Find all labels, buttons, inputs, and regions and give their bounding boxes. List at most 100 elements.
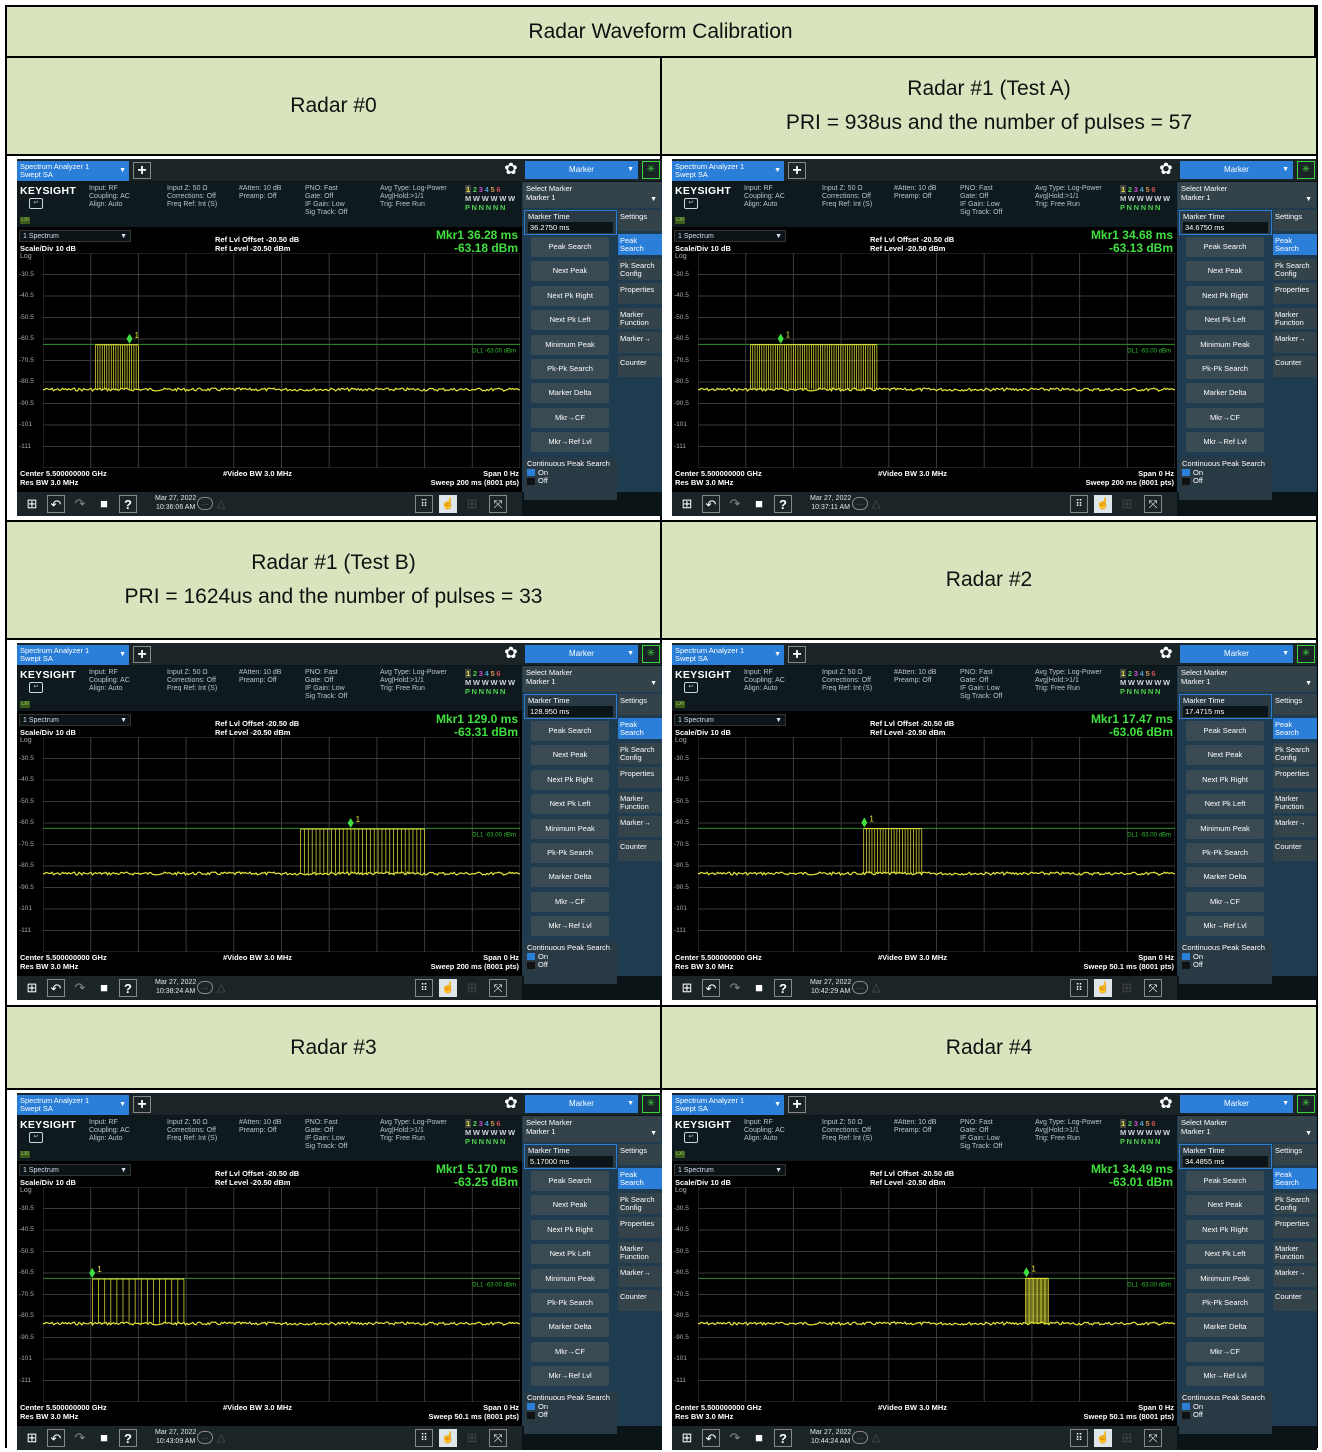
menu-button-peak-search[interactable]: Peak Search (531, 1171, 609, 1191)
windows-icon[interactable]: ⊞ (26, 496, 38, 511)
fullscreen-icon[interactable]: ⤧ (489, 979, 507, 997)
multi-window-icon[interactable]: ⊞ (1121, 1430, 1133, 1445)
input-settings[interactable]: Input: RF Coupling: AC Align: Auto (89, 185, 130, 209)
tab-properties[interactable]: Properties (1273, 767, 1317, 789)
sweep-settings[interactable]: PNO: Fast Gate: Off IF Gain: Low Sig Tra… (305, 185, 347, 217)
gear-icon[interactable]: ✿ (504, 645, 518, 662)
undo-icon[interactable]: ↶ (47, 979, 65, 997)
tab-settings[interactable]: Settings (618, 1144, 662, 1165)
fullscreen-icon[interactable]: ⤧ (489, 495, 507, 513)
mode-menu-button[interactable]: Marker ▼ (525, 645, 638, 663)
continuous-peak-search[interactable]: Continuous Peak Search On Off (524, 1392, 617, 1434)
return-icon[interactable]: ↩ (29, 682, 43, 693)
menu-button-marker-delta[interactable]: Marker Delta (1186, 1317, 1264, 1338)
add-screen-button[interactable]: + (133, 162, 151, 179)
tab-marker-[interactable]: Marker→ (618, 816, 662, 837)
tab-settings[interactable]: Settings (618, 210, 662, 231)
menu-button-mkr-ref-lvl[interactable]: Mkr→Ref Lvl (1186, 432, 1264, 453)
spectrum-display[interactable]: -30.5 -40.5 -50.5 -60.5 -70.5 -80.5 -90.5 -101 -… (672, 227, 1177, 492)
trace-indicator[interactable]: 1 2 3 4 5 6 M W W W W W P N N N N N (465, 669, 522, 696)
marker-time-field[interactable]: Marker Time 34.6750 ms (1179, 210, 1272, 235)
trace-settings[interactable]: Avg Type: Log-Power Avg|Hold:>1/1 Trig: … (1035, 1119, 1102, 1143)
menu-button-pk-pk-search[interactable]: Pk-Pk Search (531, 359, 609, 379)
cps-off-option[interactable]: Off (527, 960, 614, 970)
tab-counter[interactable]: Counter (1273, 1290, 1317, 1312)
keypad-icon[interactable]: ⠿ (415, 495, 433, 513)
trace-indicator[interactable]: 1 2 3 4 5 6 M W W W W W P N N N N N (465, 185, 522, 212)
menu-button-next-pk-left[interactable]: Next Pk Left (1186, 310, 1264, 331)
menu-button-next-pk-left[interactable]: Next Pk Left (531, 1244, 609, 1265)
windows-icon[interactable]: ⊞ (26, 980, 38, 995)
return-icon[interactable]: ↩ (684, 1132, 698, 1143)
tab-marker-function[interactable]: Marker Function (618, 1241, 662, 1263)
tab-counter[interactable]: Counter (1273, 840, 1317, 862)
folder-icon[interactable]: ■ (100, 496, 108, 511)
redo-icon[interactable]: ↷ (729, 980, 741, 995)
menu-button-peak-search[interactable]: Peak Search (1186, 721, 1264, 741)
menu-button-next-peak[interactable]: Next Peak (531, 261, 609, 282)
select-marker-dropdown[interactable]: Select Marker Marker 1 ▼ (1178, 182, 1316, 208)
input-settings[interactable]: Input: RF Coupling: AC Align: Auto (89, 1119, 130, 1143)
continuous-peak-search[interactable]: Continuous Peak Search On Off (524, 458, 617, 500)
redo-icon[interactable]: ↷ (74, 496, 86, 511)
windows-icon[interactable]: ⊞ (681, 980, 693, 995)
fullscreen-icon[interactable]: ⤧ (1144, 979, 1162, 997)
menu-button-mkr-ref-lvl[interactable]: Mkr→Ref Lvl (531, 1366, 609, 1387)
select-marker-dropdown[interactable]: Select Marker Marker 1 ▼ (1178, 666, 1316, 692)
marker-time-value[interactable]: 36.2750 ms (528, 222, 613, 233)
menu-button-next-pk-left[interactable]: Next Pk Left (1186, 794, 1264, 815)
continuous-peak-search[interactable]: Continuous Peak Search On Off (524, 942, 617, 984)
cps-off-option[interactable]: Off (1182, 960, 1269, 970)
tab-marker-function[interactable]: Marker Function (1273, 791, 1317, 813)
menu-button-marker-delta[interactable]: Marker Delta (531, 383, 609, 404)
window-select[interactable]: 1 Spectrum ▼ (19, 714, 131, 726)
touch-icon[interactable]: ☝ (1094, 979, 1112, 997)
input-z-settings[interactable]: Input Z: 50 Ω Corrections: Off Freq Ref:… (822, 669, 872, 693)
spectrum-display[interactable]: -30.5 -40.5 -50.5 -60.5 -70.5 -80.5 -90.5 -101 -… (672, 711, 1177, 976)
tab-marker-function[interactable]: Marker Function (618, 307, 662, 329)
menu-button-minimum-peak[interactable]: Minimum Peak (1186, 818, 1264, 839)
menu-button-mkr-cf[interactable]: Mkr→CF (1186, 1341, 1264, 1362)
menu-button-peak-search[interactable]: Peak Search (1186, 1171, 1264, 1191)
input-z-settings[interactable]: Input Z: 50 Ω Corrections: Off Freq Ref:… (167, 1119, 217, 1143)
spectrum-display[interactable]: -30.5 -40.5 -50.5 -60.5 -70.5 -80.5 -90.5 -101 -… (672, 1161, 1177, 1426)
menu-button-marker-delta[interactable]: Marker Delta (1186, 867, 1264, 888)
marker-time-value[interactable]: 34.6750 ms (1183, 222, 1268, 233)
folder-icon[interactable]: ■ (755, 1430, 763, 1445)
help-icon[interactable]: ? (119, 495, 137, 513)
tab-settings[interactable]: Settings (618, 694, 662, 715)
trace-settings[interactable]: Avg Type: Log-Power Avg|Hold:>1/1 Trig: … (1035, 669, 1102, 693)
spectrum-display[interactable]: -30.5 -40.5 -50.5 -60.5 -70.5 -80.5 -90.5 -101 -… (17, 227, 522, 492)
analyzer-tab[interactable]: Spectrum Analyzer 1 Swept SA ▼ (17, 1095, 129, 1115)
marker-time-field[interactable]: Marker Time 17.4715 ms (1179, 694, 1272, 719)
multi-window-icon[interactable]: ⊞ (466, 980, 478, 995)
cps-on-option[interactable]: On (527, 952, 614, 962)
message-icon[interactable]: … (197, 1431, 213, 1444)
menu-button-pk-pk-search[interactable]: Pk-Pk Search (531, 843, 609, 863)
spectrum-display[interactable]: -30.5 -40.5 -50.5 -60.5 -70.5 -80.5 -90.5 -101 -… (17, 1161, 522, 1426)
menu-button-minimum-peak[interactable]: Minimum Peak (531, 818, 609, 839)
input-settings[interactable]: Input: RF Coupling: AC Align: Auto (744, 669, 785, 693)
undo-icon[interactable]: ↶ (47, 1429, 65, 1447)
cps-off-option[interactable]: Off (1182, 1410, 1269, 1420)
marker-time-value[interactable]: 128.950 ms (528, 706, 613, 717)
trace-indicator[interactable]: 1 2 3 4 5 6 M W W W W W P N N N N N (1120, 669, 1177, 696)
input-z-settings[interactable]: Input Z: 50 Ω Corrections: Off Freq Ref:… (822, 1119, 872, 1143)
atten-settings[interactable]: #Atten: 10 dB Preamp: Off (239, 1119, 281, 1135)
menu-button-next-pk-right[interactable]: Next Pk Right (531, 1219, 609, 1240)
gear-icon[interactable]: ✿ (1159, 161, 1173, 178)
tab-peak-search[interactable]: Peak Search (1273, 718, 1317, 740)
atten-settings[interactable]: #Atten: 10 dB Preamp: Off (894, 669, 936, 685)
tab-marker-[interactable]: Marker→ (1273, 816, 1317, 837)
atten-settings[interactable]: #Atten: 10 dB Preamp: Off (894, 1119, 936, 1135)
continuous-peak-search[interactable]: Continuous Peak Search On Off (1179, 942, 1272, 984)
windows-icon[interactable]: ⊞ (681, 1430, 693, 1445)
sweep-settings[interactable]: PNO: Fast Gate: Off IF Gain: Low Sig Tra… (960, 669, 1002, 701)
help-icon[interactable]: ? (774, 495, 792, 513)
trace-settings[interactable]: Avg Type: Log-Power Avg|Hold:>1/1 Trig: … (380, 185, 447, 209)
gear-icon[interactable]: ✿ (1159, 1095, 1173, 1112)
cps-on-option[interactable]: On (527, 468, 614, 478)
tab-marker-function[interactable]: Marker Function (1273, 1241, 1317, 1263)
fullscreen-icon[interactable]: ⤧ (1144, 495, 1162, 513)
help-icon[interactable]: ? (774, 979, 792, 997)
